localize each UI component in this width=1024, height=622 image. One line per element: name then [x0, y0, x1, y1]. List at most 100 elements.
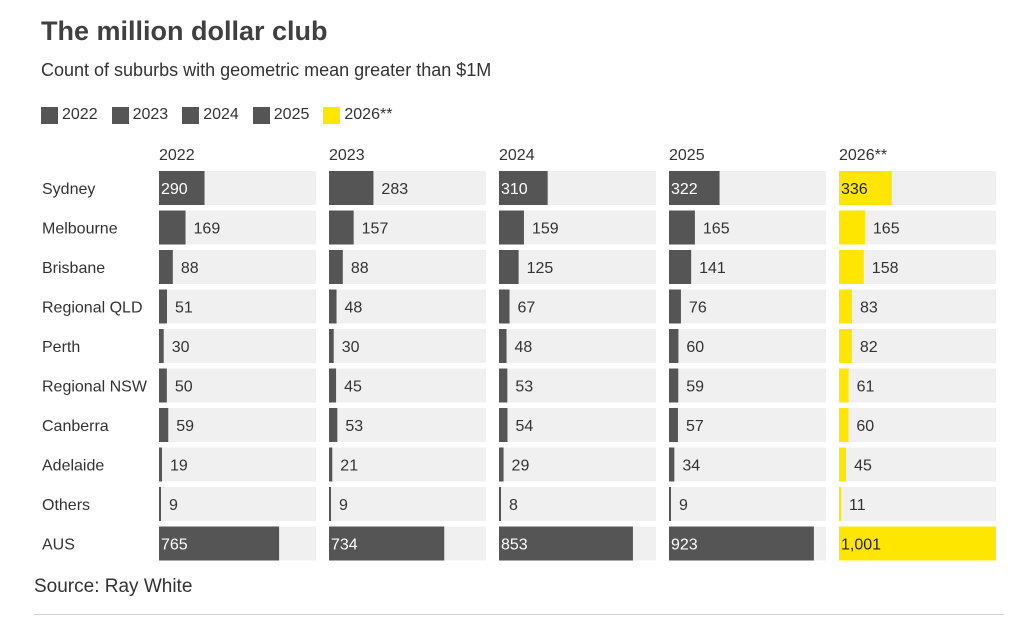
bar-value-label: 45 [854, 458, 872, 475]
bar [159, 329, 164, 363]
bar-value-label: 59 [686, 379, 704, 396]
bar-value-label: 283 [381, 181, 408, 198]
bar-value-label: 82 [860, 339, 878, 356]
bar-value-label: 157 [362, 221, 389, 238]
bar-track [159, 329, 316, 363]
bar-value-label: 48 [515, 339, 533, 356]
bar [159, 487, 161, 521]
bar-value-label: 8 [509, 497, 518, 514]
bar-track [669, 368, 826, 403]
bar [159, 368, 167, 403]
bar [159, 210, 186, 245]
bar-track [159, 368, 316, 403]
bar-track [669, 289, 826, 324]
bar-value-label: 76 [689, 300, 707, 317]
source-note: Source: Ray White [34, 576, 193, 597]
bar [839, 171, 892, 205]
bar-value-label: 51 [175, 300, 193, 317]
bar-track [159, 487, 316, 521]
legend-label: 2024 [203, 106, 239, 123]
bar-track [499, 368, 656, 403]
bar-value-label: 9 [169, 497, 178, 514]
bar-track [329, 210, 486, 245]
bar-value-label: 9 [679, 497, 688, 514]
bar [329, 210, 354, 245]
legend-swatch [252, 106, 270, 124]
legend-item: 2024 [182, 106, 239, 124]
bar-value-label: 11 [849, 497, 866, 514]
bar [669, 329, 679, 363]
bar-track [329, 408, 486, 442]
bar-value-label: 159 [532, 221, 559, 238]
bar-track [669, 408, 826, 442]
bar-value-label: 125 [527, 260, 554, 277]
bar-track [669, 447, 826, 482]
bar [669, 250, 692, 284]
bar [839, 368, 849, 403]
legend-swatch [323, 106, 341, 124]
bar-track [669, 210, 826, 245]
chart-subtitle: Count of suburbs with geometric mean gre… [41, 60, 492, 80]
bar [499, 368, 508, 403]
bar [669, 526, 814, 561]
bar-value-label: 60 [686, 339, 704, 356]
bar-value-label: 310 [501, 181, 528, 198]
bar [499, 210, 524, 245]
bar-track [839, 250, 996, 284]
bar-value-label: 765 [161, 537, 188, 554]
legend-label: 2022 [62, 106, 98, 123]
bar-value-label: 83 [860, 300, 878, 317]
bar-value-label: 30 [342, 339, 360, 356]
bar [159, 289, 168, 324]
bar-value-label: 59 [176, 418, 194, 435]
bar-value-label: 1,001 [841, 537, 881, 554]
bar-value-label: 322 [671, 181, 698, 198]
bar-track [499, 329, 656, 363]
bar-value-label: 169 [194, 221, 221, 238]
bar [669, 487, 671, 521]
row-label: Brisbane [42, 260, 105, 277]
bar [329, 526, 445, 561]
bar [669, 368, 679, 403]
bar [159, 526, 280, 561]
bar-track [839, 289, 996, 324]
bar-track [329, 447, 486, 482]
legend-swatch [41, 106, 58, 124]
bar [839, 250, 864, 284]
bar [499, 289, 510, 324]
bar-track [839, 447, 996, 482]
column-header: 2026** [839, 147, 887, 164]
row-label: AUS [42, 537, 75, 554]
bar-value-label: 336 [841, 181, 868, 198]
legend-swatch [182, 106, 200, 124]
bar [499, 487, 501, 521]
bar [329, 487, 331, 521]
bar [669, 447, 675, 482]
bar [839, 447, 847, 482]
legend-item: 2022 [41, 106, 98, 124]
bar-track [669, 329, 826, 363]
bar [329, 447, 333, 482]
column-header: 2022 [159, 147, 195, 164]
bar-value-label: 158 [872, 260, 899, 277]
bar [159, 250, 173, 284]
bar [499, 408, 508, 442]
bar [499, 447, 504, 482]
bar-value-label: 61 [857, 379, 875, 396]
bar-track [839, 329, 996, 363]
bar-value-label: 54 [515, 418, 533, 435]
bar-track [669, 250, 826, 284]
bar-track [839, 368, 996, 403]
row-label: Perth [42, 339, 80, 356]
bar-track [499, 250, 656, 284]
column-header: 2025 [669, 147, 705, 164]
bar-value-label: 30 [172, 339, 190, 356]
bar-value-label: 50 [175, 379, 193, 396]
bar-track [159, 289, 316, 324]
bar-value-label: 53 [345, 418, 363, 435]
bar [159, 447, 162, 482]
bar [329, 329, 334, 363]
bar [839, 487, 841, 521]
bar [839, 526, 996, 561]
